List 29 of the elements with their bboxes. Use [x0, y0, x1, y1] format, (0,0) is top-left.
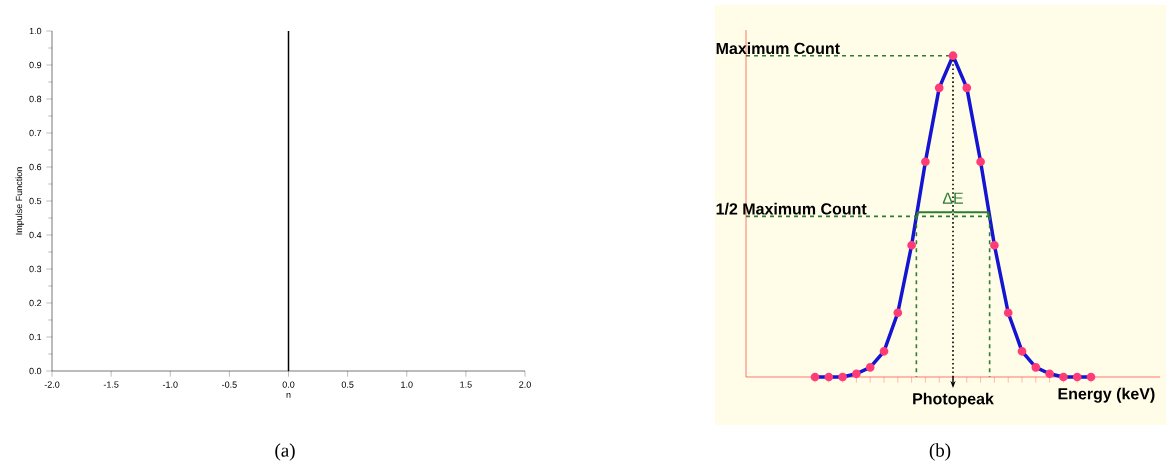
x-tick-label: -1.5 [103, 381, 119, 388]
y-tick-label: 1.0 [29, 27, 42, 35]
x-tick-label: -0.5 [222, 381, 237, 388]
x-tick-label: 1.5 [460, 381, 472, 388]
y-tick-label: 0.3 [29, 265, 42, 273]
y-axis-title: Impulse Function [15, 167, 24, 235]
y-tick-label: 0.1 [29, 333, 42, 341]
x-tick-label: 0.0 [282, 381, 295, 388]
ref-line-label: 1/2 Maximum Count [716, 202, 867, 215]
x-axis-title: n [286, 392, 291, 398]
x-tick-label: -1.0 [162, 381, 178, 388]
y-tick-label: 0.8 [29, 95, 42, 103]
text: (a) [275, 443, 295, 461]
text: (b) [929, 443, 951, 461]
x-tick-label: 1.0 [401, 381, 413, 388]
y-tick-label: 0.5 [29, 197, 42, 205]
y-tick-label: 0.0 [29, 367, 42, 375]
y-tick-label: 0.6 [29, 163, 42, 171]
annotation: ΔE [942, 192, 963, 204]
x-tick-label: 0.5 [341, 381, 354, 388]
ref-line-label: Maximum Count [716, 42, 840, 55]
x-tick-label: 2.0 [519, 381, 531, 388]
y-tick-label: 0.4 [29, 231, 42, 239]
text: Photopeak [913, 392, 994, 408]
y-tick-label: 0.9 [29, 61, 42, 69]
y-tick-label: 0.7 [29, 129, 42, 137]
y-tick-label: 0.2 [29, 299, 42, 307]
x-tick-label: -2.0 [44, 381, 60, 388]
x-axis-title: Energy (keV) [1058, 387, 1155, 403]
